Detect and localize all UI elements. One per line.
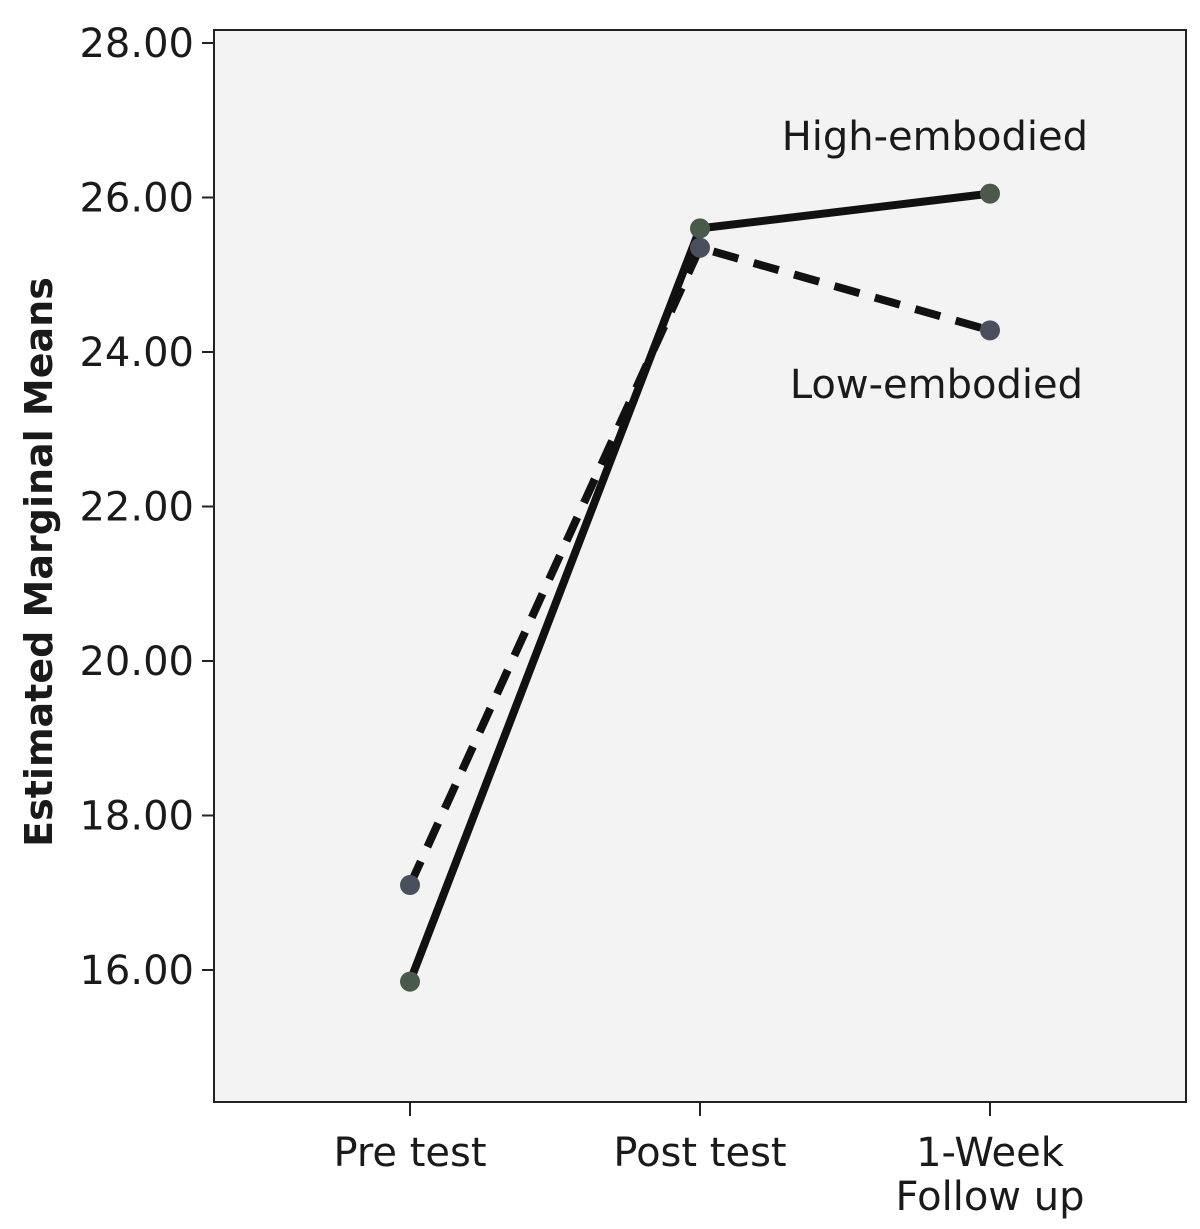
y-tick-label: 24.00 xyxy=(79,330,194,376)
series-line-low-embodied xyxy=(406,243,992,887)
data-point-low-embodied xyxy=(980,320,1000,341)
y-tick-label: 28.00 xyxy=(79,21,194,67)
y-tick-label: 20.00 xyxy=(79,639,194,685)
y-tick-label: 26.00 xyxy=(79,176,194,222)
x-tick-label: Post test xyxy=(613,1130,786,1176)
series-markers xyxy=(400,183,1000,992)
x-tick-label: Pre test xyxy=(333,1130,486,1176)
series-label-high-embodied: High-embodied xyxy=(782,114,1088,160)
plot-area xyxy=(213,29,1187,1103)
x-tick-label: 1-Week xyxy=(916,1130,1065,1176)
y-axis: 16.00 18.00 20.00 22.00 24.00 26.00 28.00 xyxy=(79,21,215,1102)
y-tick-label: 22.00 xyxy=(79,485,194,531)
data-point-low-embodied xyxy=(400,875,420,896)
data-point-low-embodied xyxy=(690,237,710,258)
data-point-high-embodied xyxy=(400,971,420,992)
data-point-high-embodied xyxy=(980,183,1000,204)
x-tick-label: Follow up xyxy=(896,1174,1085,1220)
series-label-low-embodied: Low-embodied xyxy=(790,362,1083,408)
y-tick-label: 16.00 xyxy=(79,948,194,994)
y-tick-label: 18.00 xyxy=(79,794,194,840)
y-axis-title: Estimated Marginal Means xyxy=(17,277,61,847)
data-point-high-embodied xyxy=(690,218,710,239)
